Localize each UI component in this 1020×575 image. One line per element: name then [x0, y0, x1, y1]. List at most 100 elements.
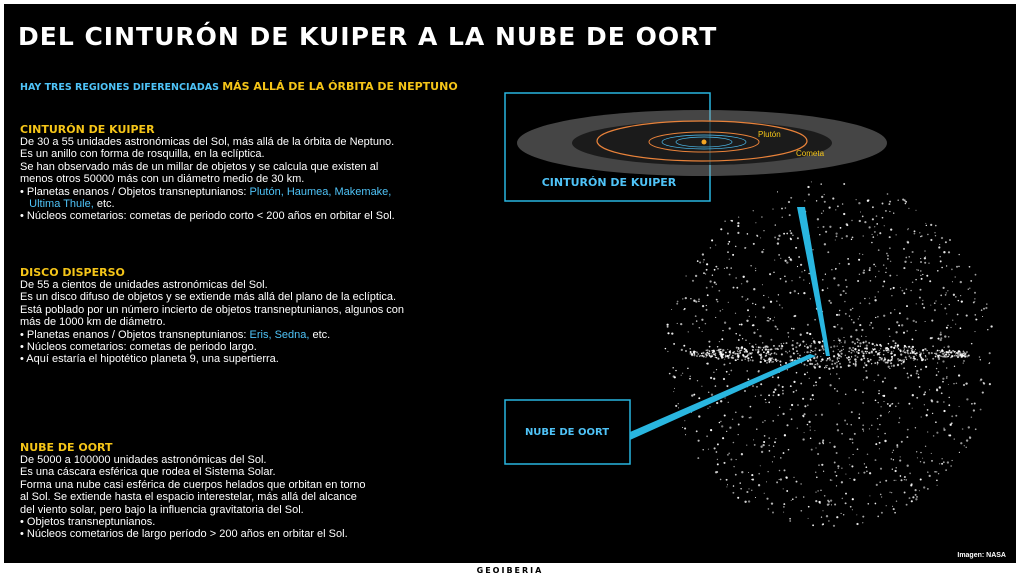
- dot: [923, 307, 925, 309]
- dot: [836, 362, 838, 364]
- dot: [738, 216, 739, 217]
- dot: [804, 405, 806, 407]
- dot: [764, 346, 766, 348]
- dot: [960, 295, 961, 296]
- dot: [780, 347, 782, 349]
- dot: [720, 310, 722, 312]
- dot: [886, 505, 887, 506]
- dot: [915, 489, 917, 491]
- dot: [727, 243, 729, 245]
- dot: [744, 390, 746, 392]
- text-line: más de 1000 km de diámetro.: [20, 316, 404, 328]
- dot: [737, 497, 739, 499]
- dot: [952, 320, 953, 321]
- dot: [731, 220, 733, 222]
- dot: [708, 391, 710, 393]
- dot: [796, 342, 798, 344]
- dot: [896, 500, 897, 501]
- text-line: al Sol. Se extiende hasta el espacio int…: [20, 491, 366, 503]
- dot: [936, 368, 937, 369]
- dot: [763, 295, 764, 296]
- dot: [806, 344, 807, 345]
- dot: [878, 359, 880, 361]
- dot: [855, 329, 857, 331]
- dot: [923, 352, 924, 353]
- dot: [808, 506, 810, 508]
- dot: [936, 471, 937, 472]
- dot: [772, 376, 774, 378]
- dot: [901, 324, 903, 326]
- dot: [808, 273, 810, 275]
- dot: [842, 346, 843, 347]
- dot: [800, 345, 801, 346]
- dot: [881, 496, 882, 497]
- dot: [888, 366, 890, 368]
- dot: [904, 352, 905, 353]
- dot: [943, 410, 945, 412]
- dot: [879, 350, 880, 351]
- dot: [861, 336, 862, 337]
- dot: [919, 351, 920, 352]
- dot: [906, 359, 907, 360]
- dot: [727, 349, 728, 350]
- dot: [845, 394, 847, 396]
- dot: [821, 213, 822, 214]
- dot: [748, 378, 750, 380]
- text: [20, 198, 29, 210]
- dot: [769, 353, 771, 355]
- dot: [869, 303, 871, 305]
- dot: [925, 359, 926, 360]
- dot: [888, 328, 890, 330]
- dot: [905, 356, 907, 358]
- dot: [986, 303, 987, 304]
- dot: [684, 420, 685, 421]
- dot: [954, 366, 955, 367]
- dot: [697, 380, 698, 381]
- dot: [715, 245, 716, 246]
- dot: [841, 238, 843, 240]
- dot: [910, 357, 912, 359]
- dot: [908, 403, 910, 405]
- dot: [908, 346, 910, 348]
- dot: [909, 497, 911, 499]
- dot: [756, 347, 757, 348]
- dot: [877, 374, 879, 376]
- dot: [717, 443, 719, 445]
- dot: [810, 438, 812, 440]
- dot: [730, 350, 731, 351]
- dot: [759, 347, 761, 349]
- dot: [790, 230, 792, 232]
- dot: [829, 442, 830, 443]
- dot: [696, 320, 697, 321]
- dot: [739, 324, 741, 326]
- dot: [889, 368, 890, 369]
- dot: [897, 199, 899, 201]
- dot: [728, 402, 729, 403]
- dot: [848, 359, 850, 361]
- dot: [876, 223, 878, 225]
- dot: [775, 438, 776, 439]
- dot: [709, 280, 711, 282]
- dot: [916, 496, 918, 498]
- dot: [886, 361, 888, 363]
- dot: [990, 325, 992, 327]
- dot: [942, 378, 944, 380]
- dot: [888, 343, 890, 345]
- dot: [941, 304, 942, 305]
- dot: [809, 283, 810, 284]
- dot: [837, 364, 838, 365]
- pluto-label: Plutón: [758, 130, 781, 139]
- dot: [729, 274, 731, 276]
- dot: [988, 363, 989, 364]
- dot: [765, 402, 766, 403]
- dot: [901, 363, 903, 365]
- dot: [936, 401, 938, 403]
- dot: [779, 479, 780, 480]
- dot: [869, 495, 870, 496]
- dot: [709, 406, 710, 407]
- dot: [772, 209, 773, 210]
- dot: [823, 210, 824, 211]
- dot: [838, 467, 840, 469]
- dot: [956, 266, 958, 268]
- dot: [764, 420, 765, 421]
